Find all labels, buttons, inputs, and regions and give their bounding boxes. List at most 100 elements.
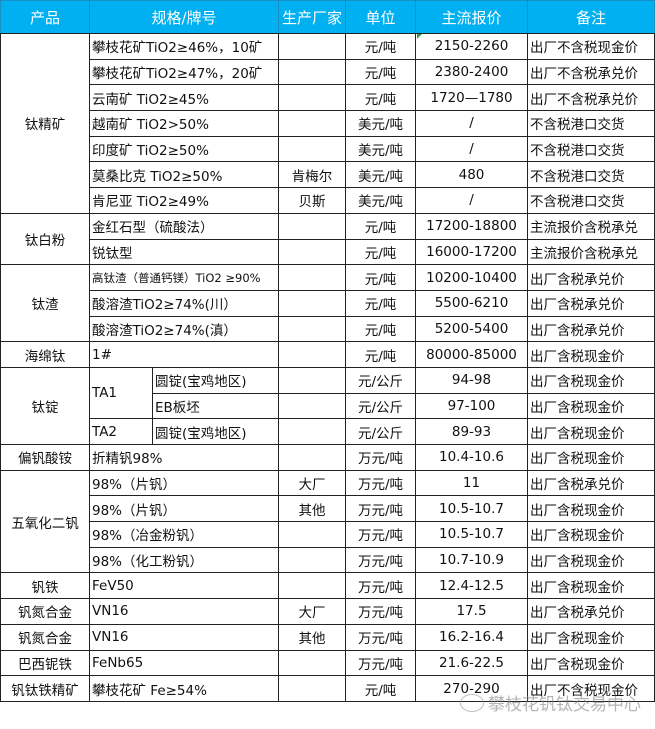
spec-cell: 98%（片钒） [89, 495, 279, 523]
product-cell: 海绵钛 [0, 341, 90, 368]
note-cell: 主流报价含税承兑 [527, 212, 655, 240]
note-cell: 出厂含税现金价 [527, 495, 655, 523]
table-row: 海绵钛 1# 元/吨 80000-85000 出厂含税现金价 [0, 341, 655, 368]
price-cell: 10.5-10.7 [415, 495, 528, 523]
maker-cell: 贝斯 [278, 187, 346, 214]
price-cell: 10200-10400 [415, 264, 528, 291]
spec-cell: 莫桑比克 TiO2≥50% [89, 161, 279, 189]
spec-cell: 98%（冶金粉钒） [89, 521, 279, 548]
product-cell: 钒氮合金 [0, 623, 90, 651]
maker-cell [278, 366, 346, 394]
table-row: 钛锭 TA1 圆锭(宝鸡地区) 元/公斤 94-98 出厂含税现金价 [0, 366, 655, 446]
maker-cell [278, 572, 346, 600]
spec-cell: 越南矿 TiO2>50% [89, 110, 279, 137]
maker-cell [278, 649, 346, 677]
product-cell: 钒钛铁精矿 [0, 675, 90, 702]
maker-cell [278, 33, 346, 60]
unit-cell: 元/吨 [345, 212, 416, 240]
maker-cell: 其他 [278, 623, 346, 651]
note-cell: 出厂含税现金价 [527, 521, 655, 548]
note-cell: 出厂含税现金价 [527, 572, 655, 600]
unit-cell: 万元/吨 [345, 649, 416, 677]
spec-cell: VN16 [89, 598, 279, 625]
table-row: 98%（片钒） 其他 万元/吨 10.5-10.7 出厂含税现金价 [1, 495, 655, 523]
table-header-row: 产品 规格/牌号 生产厂家 单位 主流报价 备注 [0, 0, 655, 34]
price-cell: 21.6-22.5 [415, 649, 528, 677]
spec-cell: FeV50 [89, 572, 279, 600]
spec-cell: 攀枝花矿TiO2≥46%，10矿 [89, 33, 279, 60]
spec-cell: 印度矿 TiO2≥50% [89, 135, 279, 163]
price-cell: 16.2-16.4 [415, 623, 528, 651]
price-cell: 10.7-10.9 [415, 546, 528, 574]
price-cell: 94-98 [415, 366, 528, 394]
table-row: 云南矿 TiO2≥45% 元/吨 1720—1780 出厂不含税承兑价 [1, 84, 655, 112]
grade-cell: TA1 [89, 366, 153, 420]
unit-cell: 万元/吨 [345, 444, 416, 471]
header-spec: 规格/牌号 [89, 0, 279, 34]
table-row: 印度矿 TiO2≥50% 美元/吨 / 不含税港口交货 [1, 135, 655, 163]
product-cell: 钛精矿 [0, 33, 90, 214]
table-row: 98%（化工粉钒） 万元/吨 10.7-10.9 出厂含税现金价 [1, 546, 655, 574]
price-cell: 17200-18800 [415, 212, 528, 240]
unit-cell: 万元/吨 [345, 572, 416, 600]
cell-comment-marker [417, 34, 422, 39]
price-cell: 5500-6210 [415, 289, 528, 317]
product-cell: 巴西铌铁 [0, 649, 90, 677]
unit-cell: 万元/吨 [345, 598, 416, 625]
spec-cell: 攀枝花矿TiO2≥47%，20矿 [89, 58, 279, 86]
note-cell: 出厂不含税承兑价 [527, 84, 655, 112]
price-cell: / [415, 135, 528, 163]
spec-cell: 98%（片钒） [89, 469, 279, 497]
table-row: 钒铁 FeV50 万元/吨 12.4-12.5 出厂含税现金价 [0, 572, 655, 600]
price-cell: 12.4-12.5 [415, 572, 528, 600]
spec-cell: 肯尼亚 TiO2≥49% [89, 187, 279, 214]
note-cell: 出厂含税现金价 [527, 546, 655, 574]
unit-cell: 元/吨 [345, 341, 416, 368]
unit-cell: 万元/吨 [345, 469, 416, 497]
note-cell: 出厂不含税现金价 [527, 33, 655, 60]
maker-cell [278, 675, 346, 702]
note-cell: 不含税港口交货 [527, 110, 655, 137]
spec-cell: 云南矿 TiO2≥45% [89, 84, 279, 112]
spec-cell: 圆锭(宝鸡地区) [152, 366, 279, 394]
unit-cell: 元/吨 [345, 58, 416, 86]
table-row: 钛渣 高钛渣（普通钙镁）TiO2 ≥90% 元/吨 10200-10400 出厂含税承兑… [0, 264, 655, 343]
maker-cell [278, 315, 346, 343]
table-row: 钛白粉 金红石型（硫酸法） 元/吨 17200-18800 主流报价含税承兑 [0, 212, 655, 266]
spec-cell: 折精钒98% [89, 444, 279, 471]
price-table: 产品 规格/牌号 生产厂家 单位 主流报价 备注 钛精矿 攀枝花矿TiO2≥46%… [0, 0, 655, 702]
note-cell: 主流报价含税承兑 [527, 238, 655, 266]
unit-cell: 万元/吨 [345, 495, 416, 523]
price-cell: 17.5 [415, 598, 528, 625]
wechat-icon [460, 693, 484, 712]
table-row: 五氧化二钒 98%（片钒） 大厂 万元/吨 11 出厂含税承兑价 [0, 469, 655, 574]
maker-cell [278, 418, 346, 445]
maker-cell [278, 392, 346, 420]
table-row: 偏钒酸铵 折精钒98% 万元/吨 10.4-10.6 出厂含税现金价 [0, 444, 655, 471]
table-body: 钛精矿 攀枝花矿TiO2≥46%，10矿 元/吨 2150-2260 出厂不含税现金价攀… [0, 33, 655, 702]
spec-cell: EB板坯 [152, 392, 279, 420]
price-cell: 89-93 [415, 418, 528, 445]
note-cell: 出厂含税承兑价 [527, 469, 655, 497]
watermark: 攀枝花钒钛交易中心 [460, 690, 641, 715]
header-price: 主流报价 [415, 0, 528, 34]
maker-cell: 肯梅尔 [278, 161, 346, 189]
unit-cell: 万元/吨 [345, 546, 416, 574]
maker-cell [278, 238, 346, 266]
header-note: 备注 [527, 0, 655, 34]
spec-cell: 锐钛型 [89, 238, 279, 266]
note-cell: 出厂含税现金价 [527, 623, 655, 651]
product-cell: 钒氮合金 [0, 598, 90, 625]
table-row: 钒氮合金 VN16 大厂 万元/吨 17.5 出厂含税承兑价 [0, 598, 655, 625]
maker-cell [278, 212, 346, 240]
spec-cell: 高钛渣（普通钙镁）TiO2 ≥90% [89, 264, 279, 291]
unit-cell: 美元/吨 [345, 110, 416, 137]
unit-cell: 美元/吨 [345, 161, 416, 189]
table-row: 酸溶渣TiO2≥74%(川） 元/吨 5500-6210 出厂含税承兑价 [1, 289, 655, 317]
maker-cell: 大厂 [278, 598, 346, 625]
maker-cell: 大厂 [278, 469, 346, 497]
price-cell: / [415, 187, 528, 214]
maker-cell [278, 58, 346, 86]
note-cell: 出厂含税承兑价 [527, 598, 655, 625]
price-cell: 80000-85000 [415, 341, 528, 368]
